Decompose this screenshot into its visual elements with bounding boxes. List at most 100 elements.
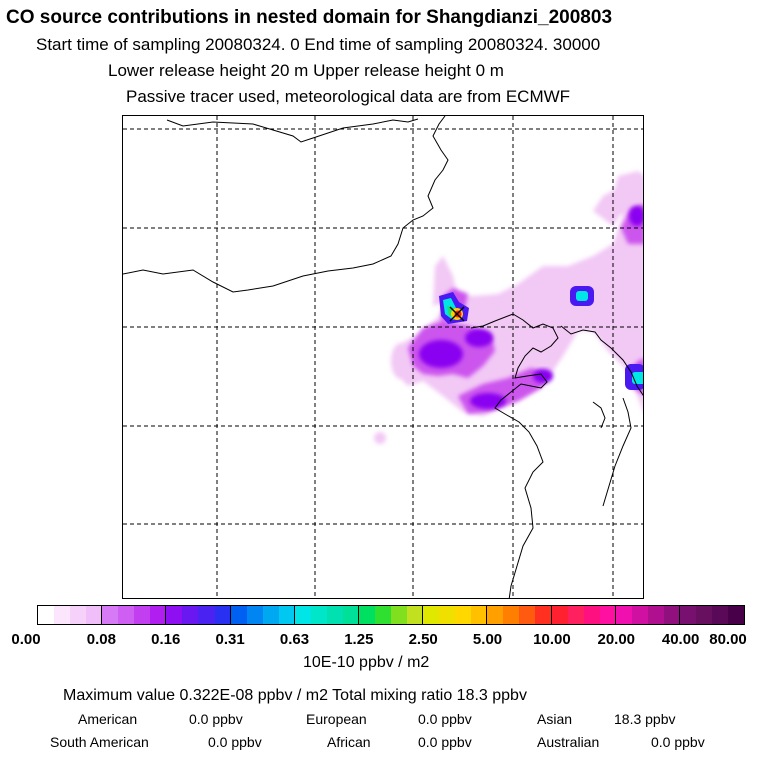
colorbar-tick-label: 10.00 [533, 631, 571, 648]
colorbar-swatch [294, 606, 311, 624]
colorbar-tick-label: 0.63 [279, 631, 310, 648]
colorbar-swatch [551, 606, 568, 624]
colorbar-segment [38, 606, 103, 624]
colorbar-swatch [567, 606, 584, 624]
colorbar-swatch [326, 606, 343, 624]
colorbar-tick-label: 0.31 [215, 631, 245, 648]
colorbar-swatch [182, 606, 199, 624]
coastlines [123, 116, 643, 598]
colorbar-swatch [407, 606, 424, 624]
plume-core-layer [419, 206, 643, 409]
colorbar-swatch [214, 606, 231, 624]
colorbar-swatch [599, 606, 616, 624]
colorbar-swatch [615, 606, 632, 624]
colorbar-swatch [663, 606, 680, 624]
source-value-american: 0.0 ppbv [189, 711, 243, 727]
colorbar-segment [102, 606, 167, 624]
colorbar-swatch [711, 606, 729, 624]
colorbar [37, 605, 745, 625]
colorbar-segment [487, 606, 552, 624]
map-panel [122, 115, 644, 599]
core-cyan-east [576, 291, 588, 301]
plume-light-top [593, 188, 623, 226]
colorbar-swatch [647, 606, 664, 624]
core-deep-5 [629, 206, 643, 226]
colorbar-swatch [246, 606, 263, 624]
colorbar-swatch [38, 606, 55, 624]
colorbar-tick-label: 40.00 [661, 631, 700, 648]
colorbar-tick-label: 20.00 [597, 631, 636, 648]
colorbar-swatch [54, 606, 71, 624]
core-hot-station [454, 310, 462, 318]
release-height-line: Lower release height 20 m Upper release … [108, 61, 504, 80]
colorbar-swatch [423, 606, 440, 624]
colorbar-segment [679, 606, 745, 624]
source-value-european: 0.0 ppbv [418, 711, 472, 727]
source-label-european: European [306, 711, 367, 727]
colorbar-segment [551, 606, 616, 624]
colorbar-units: 10E-10 ppbv / m2 [303, 654, 430, 671]
source-label-african: African [327, 734, 371, 750]
colorbar-segment [615, 606, 681, 624]
colorbar-swatch [166, 606, 183, 624]
plume-light-left [391, 343, 411, 379]
colorbar-swatch [230, 606, 247, 624]
colorbar-swatch [70, 606, 87, 624]
colorbar-swatch [374, 606, 392, 624]
colorbar-swatch [262, 606, 279, 624]
colorbar-swatch [391, 606, 408, 624]
colorbar-segment [294, 606, 360, 624]
plume-light-dot [374, 432, 386, 444]
border-main [123, 116, 449, 293]
colorbar-swatch [535, 606, 552, 624]
source-label-asian: Asian [537, 711, 573, 727]
plot-title: CO source contributions in nested domain… [6, 7, 613, 28]
colorbar-swatch [519, 606, 536, 624]
colorbar-swatch [439, 606, 456, 624]
colorbar-swatch [102, 606, 119, 624]
core-deep-2 [465, 329, 493, 347]
colorbar-swatch [728, 606, 745, 624]
colorbar-swatch [134, 606, 151, 624]
colorbar-swatch [278, 606, 295, 624]
colorbar-tick-label: 2.50 [408, 631, 438, 648]
source-value-south-american: 0.0 ppbv [208, 734, 262, 750]
colorbar-swatch [150, 606, 167, 624]
colorbar-segment [358, 606, 424, 624]
colorbar-tick-label: 5.00 [472, 631, 503, 648]
colorbar-tick-label: 0.08 [86, 631, 116, 648]
colorbar-swatch [679, 606, 696, 624]
colorbar-swatch [358, 606, 375, 624]
colorbar-swatch [86, 606, 103, 624]
colorbar-swatch [503, 606, 520, 624]
colorbar-segment [230, 606, 295, 624]
colorbar-swatch [487, 606, 504, 624]
source-label-american: American [78, 711, 138, 727]
colorbar-swatch [198, 606, 215, 624]
colorbar-tick-label: 0.16 [151, 631, 181, 648]
colorbar-swatch [342, 606, 359, 624]
map-canvas [123, 116, 643, 598]
colorbar-segment [166, 606, 231, 624]
coast-islands [592, 401, 606, 429]
colorbar-swatch [631, 606, 648, 624]
colorbar-swatch [471, 606, 488, 624]
colorbar-swatch [455, 606, 472, 624]
graticule [123, 116, 643, 598]
coast-korea [560, 325, 643, 396]
source-value-asian: 18.3 ppbv [614, 711, 676, 727]
source-label-australian: Australian [537, 734, 600, 750]
source-value-australian: 0.0 ppbv [651, 734, 705, 750]
colorbar-swatch [695, 606, 712, 624]
coast-bay [470, 313, 559, 598]
colorbar-swatch [310, 606, 327, 624]
border-north [166, 118, 419, 143]
colorbar-swatch [118, 606, 135, 624]
colorbar-tick-label: 0.00 [11, 631, 41, 648]
coast-korea-south [602, 397, 632, 507]
core-deep-1 [419, 340, 463, 368]
max-value-line: Maximum value 0.322E-08 ppbv / m2 Total … [63, 687, 527, 704]
source-value-african: 0.0 ppbv [418, 734, 472, 750]
colorbar-swatch [583, 606, 600, 624]
source-label-south-american: South American [50, 734, 149, 750]
